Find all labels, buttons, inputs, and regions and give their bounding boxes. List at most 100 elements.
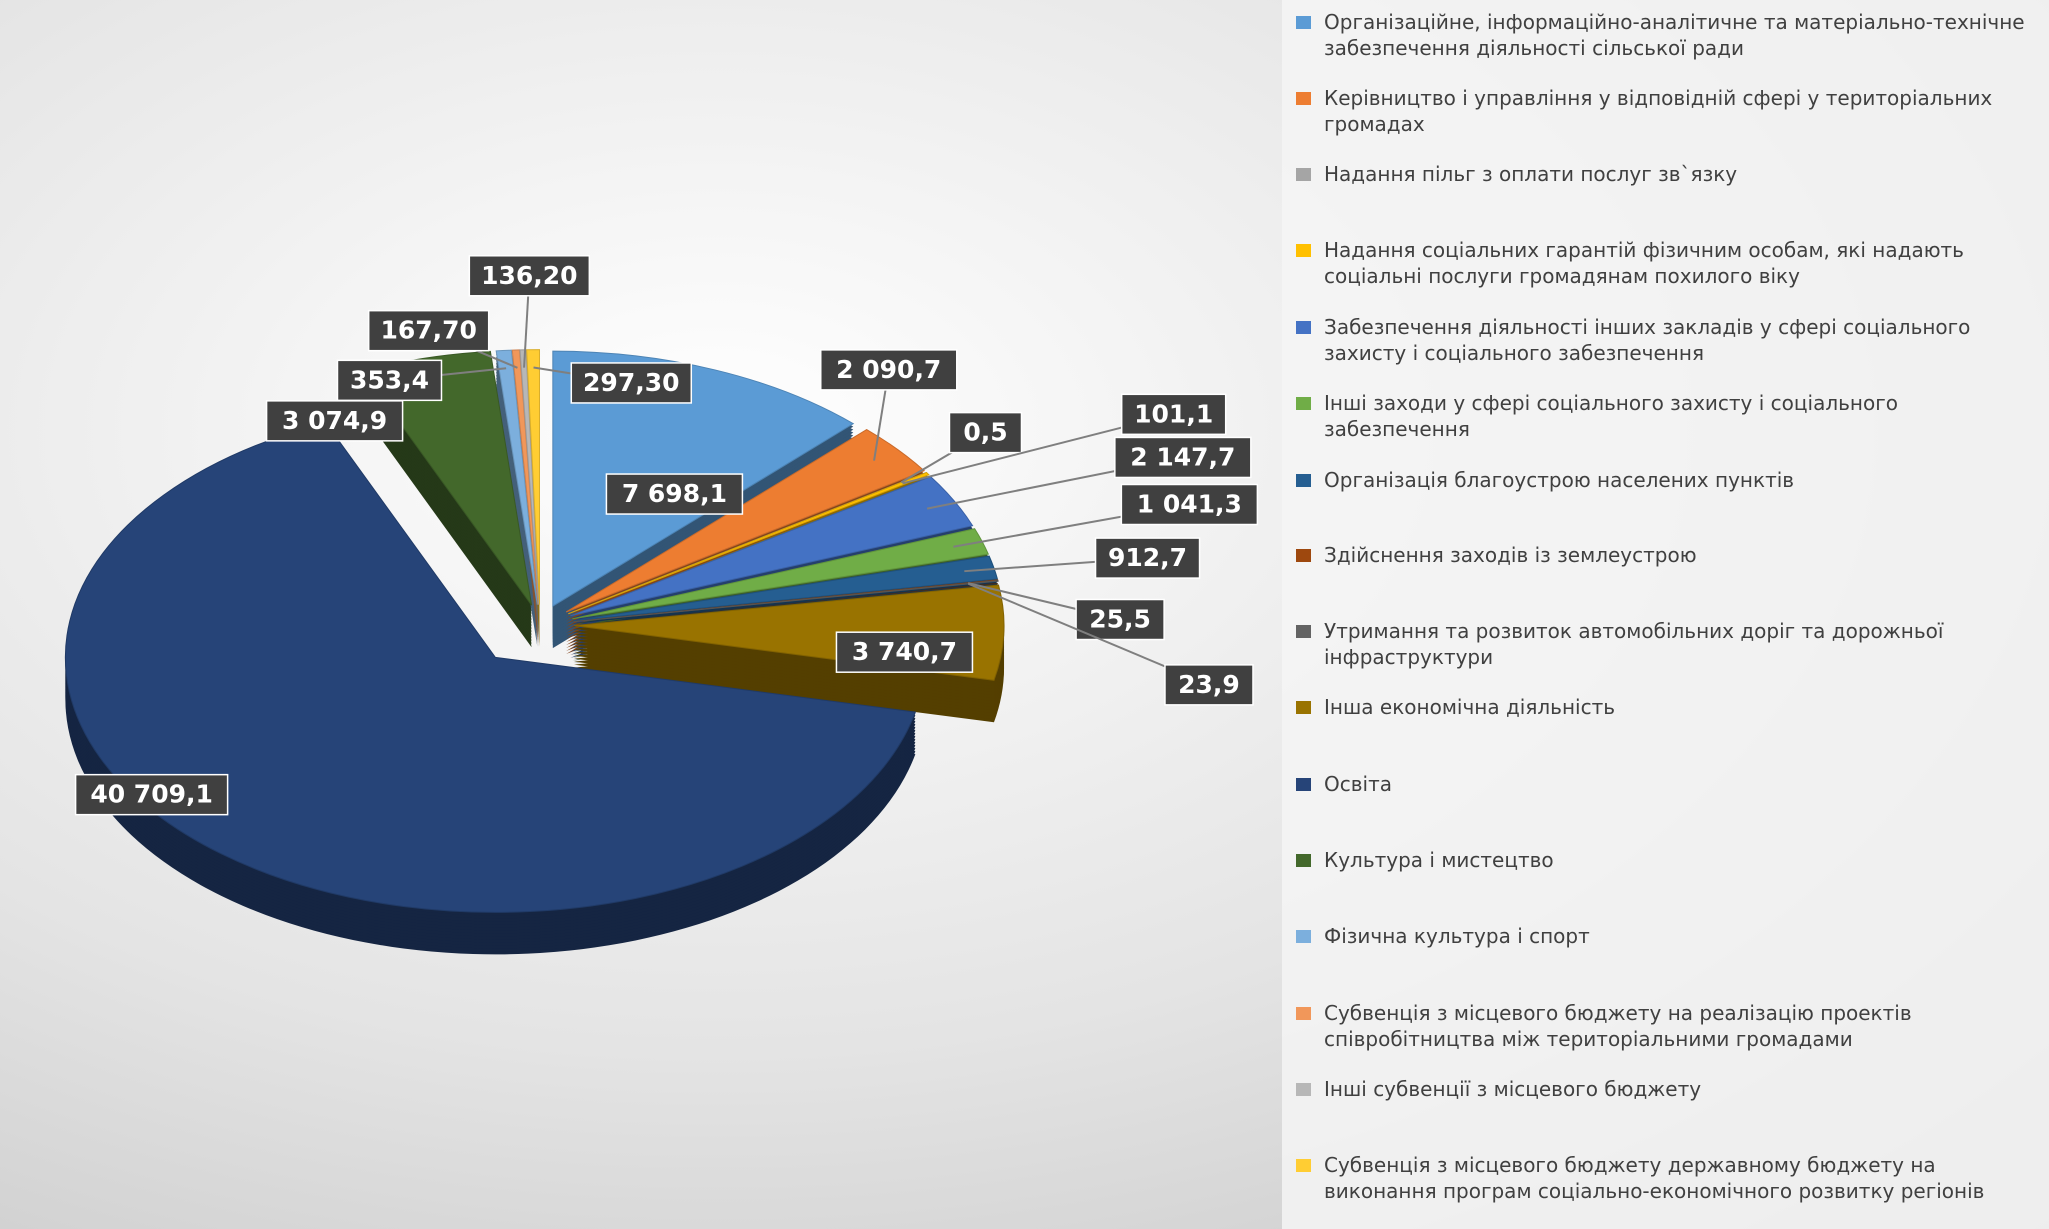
legend-entry: Культура і мистецтво — [1296, 847, 2036, 873]
legend-label: Фізична культура і спорт — [1324, 923, 1590, 948]
value-label-box — [570, 362, 693, 404]
legend-entry: Надання соціальних гарантій фізичним осо… — [1296, 237, 2036, 289]
slice — [511, 349, 539, 605]
legend-entry: Фізична культура і спорт — [1296, 923, 2036, 949]
value-label-box — [74, 773, 229, 816]
legend-label: Організаційне, інформаційно-аналітичне т… — [1324, 10, 2025, 61]
legend-entry: Забезпечення діяльності інших закладів у… — [1296, 314, 2036, 366]
legend-label: Інші субвенції з місцевого бюджету — [1324, 1076, 1702, 1101]
value-label: 40 709,1 — [90, 780, 213, 809]
legend-entry: Інші заходи у сфері соціального захисту … — [1296, 390, 2036, 442]
legend-label: Інша економічна діяльність — [1324, 695, 1616, 720]
legend-swatch — [1296, 320, 1311, 334]
chart: 7 698,1 2 090,7 0,5 101,1 2 147,7 1 041,3 912,… — [64, 255, 1259, 955]
legend-entry: Організація благоустрою населених пункті… — [1296, 467, 2036, 493]
value-label: 7 698,1 — [622, 479, 727, 508]
legend-entry: Інші субвенції з місцевого бюджету — [1296, 1076, 2036, 1102]
legend-entry: Освіта — [1296, 771, 2036, 797]
legend-swatch — [1296, 92, 1311, 106]
slice-side — [496, 368, 538, 623]
slice-side — [573, 583, 999, 625]
value-label-box — [1114, 436, 1252, 479]
legend-label: Здійснення заходів із землеустрою — [1324, 543, 1697, 568]
value-label-box — [336, 359, 443, 402]
legend-entry: Субвенція з місцевого бюджету державному… — [1296, 1152, 2036, 1204]
legend-label: Утримання та розвиток автомобільних дорі… — [1324, 619, 1944, 670]
value-label: 136,20 — [481, 261, 577, 290]
legend-swatch — [1296, 1006, 1311, 1020]
legend-entry: Надання пільг з оплати послуг зв`язку — [1296, 161, 2036, 187]
value-label: 2 147,7 — [1130, 442, 1235, 471]
slice-side — [496, 362, 538, 617]
legend-label: Керівництво і управління у відповідній с… — [1324, 86, 1993, 137]
value-label: 912,7 — [1108, 543, 1187, 572]
legend-label: Субвенція з місцевого бюджету на реаліза… — [1324, 1000, 1912, 1051]
value-label-box — [948, 411, 1023, 454]
legend-label: Культура і мистецтво — [1324, 848, 1554, 872]
value-label: 0,5 — [963, 418, 1007, 447]
value-label: 1 041,3 — [1137, 490, 1242, 519]
slice — [526, 349, 540, 605]
value-label: 3 074,9 — [282, 406, 387, 435]
value-label-box — [1120, 393, 1227, 436]
legend-swatch — [1296, 473, 1311, 487]
slice — [573, 580, 999, 623]
legend-entry: Інша економічна діяльність — [1296, 694, 2036, 720]
slice — [573, 555, 999, 622]
slice-side — [496, 356, 538, 611]
value-label: 297,30 — [583, 368, 679, 397]
legend-swatch — [1296, 549, 1311, 563]
value-label: 25,5 — [1089, 605, 1151, 634]
legend-swatch — [1296, 1082, 1311, 1096]
legend-swatch — [1296, 167, 1311, 181]
legend-swatch — [1296, 16, 1311, 30]
slice-side — [496, 377, 538, 632]
legend-swatch — [1296, 625, 1311, 639]
legend-swatch — [1296, 1158, 1311, 1172]
value-label-box — [1075, 598, 1165, 641]
legend-label: Надання пільг з оплати послуг зв`язку — [1324, 161, 1738, 186]
value-label-box — [367, 309, 490, 352]
slice-side — [568, 475, 927, 617]
slice — [64, 422, 917, 913]
value-label-box — [605, 473, 744, 515]
slice — [495, 349, 538, 605]
value-label: 3 740,7 — [852, 637, 957, 666]
value-label-box — [820, 349, 958, 391]
value-label: 101,1 — [1134, 399, 1213, 428]
value-label-box — [1164, 664, 1254, 706]
legend-swatch — [1296, 778, 1311, 792]
value-label: 2 090,7 — [836, 355, 941, 384]
slice — [568, 471, 930, 615]
slice-side — [496, 371, 538, 626]
legend-label: Інші заходи у сфері соціального захисту … — [1324, 390, 1898, 441]
slice-side — [573, 582, 998, 625]
value-label: 23,9 — [1178, 670, 1240, 699]
legend-entry: Субвенція з місцевого бюджету на реаліза… — [1296, 1000, 2036, 1052]
legend-label: Організація благоустрою населених пункті… — [1324, 467, 1795, 492]
legend-entry: Організаційне, інформаційно-аналітичне т… — [1296, 9, 2036, 61]
slice-side — [496, 365, 538, 620]
slice-side — [496, 374, 538, 629]
legend-swatch — [1296, 243, 1311, 257]
slice-side — [496, 380, 538, 635]
slice-side — [496, 359, 538, 614]
legend-label: Надання соціальних гарантій фізичним осо… — [1324, 237, 1964, 288]
legend-swatch — [1296, 929, 1311, 943]
value-label-box — [468, 255, 591, 297]
value-label-box — [1094, 537, 1201, 579]
value-label-box — [835, 631, 974, 673]
value-label: 353,4 — [350, 365, 429, 394]
legend-entry: Утримання та розвиток автомобільних дорі… — [1296, 618, 2036, 670]
legend-entry: Керівництво і управління у відповідній с… — [1296, 85, 2036, 137]
value-label: 167,70 — [380, 316, 476, 345]
legend-label: Субвенція з місцевого бюджету державному… — [1324, 1152, 1985, 1203]
legend: Організаційне, інформаційно-аналітичне т… — [1282, 0, 2049, 1229]
value-label-box — [265, 400, 404, 442]
slice-side — [496, 383, 538, 638]
value-label-box — [1120, 483, 1259, 526]
legend-label: Освіта — [1324, 772, 1392, 797]
legend-swatch — [1296, 396, 1311, 410]
legend-swatch — [1296, 854, 1311, 867]
